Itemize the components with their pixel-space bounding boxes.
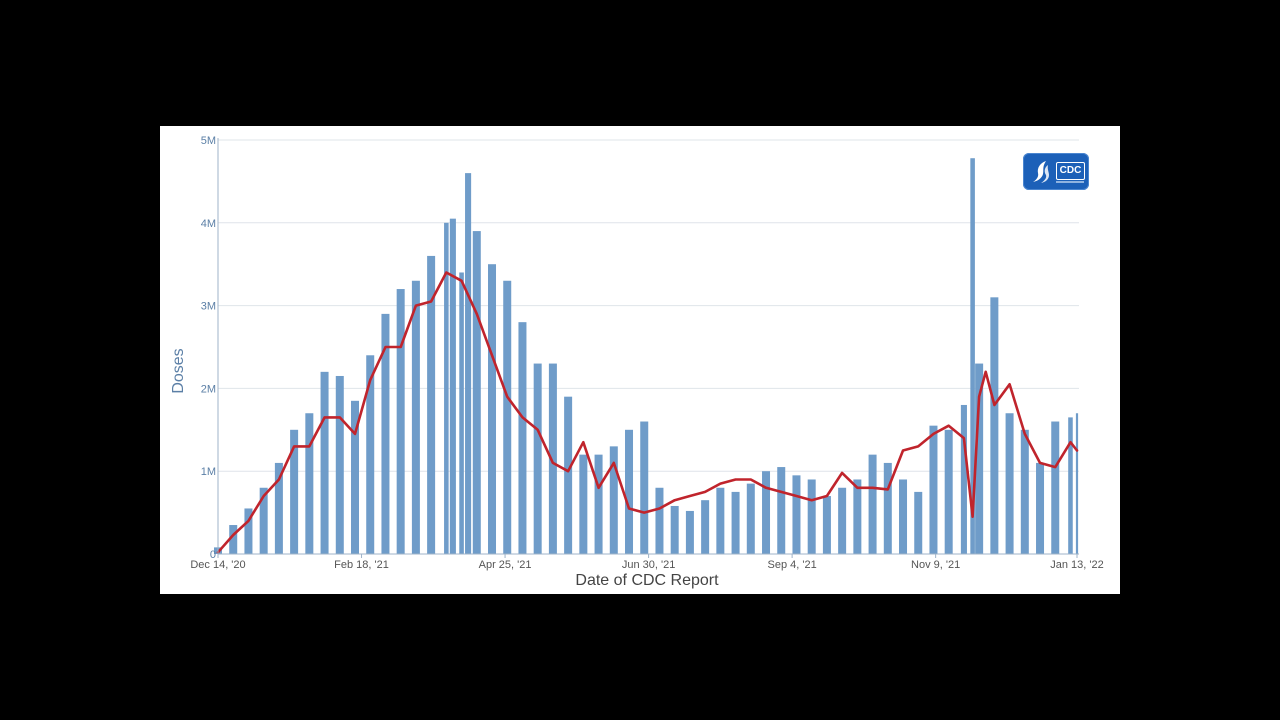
- dose-bar: [777, 467, 786, 554]
- dose-bar: [746, 483, 755, 554]
- dose-bar: [335, 375, 344, 554]
- chart-panel: 0 1M 2M 3M 4M 5M Dec 14, '20 Feb 18, '21 Apr 25,…: [160, 126, 1120, 594]
- dose-bar: [351, 400, 360, 554]
- dose-bar: [731, 491, 740, 554]
- y-tick-label: 5M: [201, 135, 216, 147]
- dose-bar: [1036, 462, 1045, 554]
- dose-bar: [670, 505, 679, 554]
- dose-bar: [411, 280, 420, 554]
- y-tick-label: 2M: [201, 383, 216, 395]
- dose-bar: [914, 491, 923, 554]
- grid-lines: [218, 139, 1079, 472]
- x-tick-label: Jun 30, '21: [622, 559, 675, 571]
- dose-bar: [366, 355, 375, 554]
- dose-bar: [1020, 429, 1029, 554]
- dose-bar: [244, 508, 253, 554]
- dose-bar: [655, 487, 664, 554]
- hhs-eagle-icon: [1033, 161, 1049, 183]
- moving-average-series: [216, 271, 1079, 554]
- y-axis-title: Doses: [170, 348, 187, 393]
- dose-bar: [564, 396, 573, 554]
- cdc-logo-underline: [1056, 181, 1084, 183]
- dose-bar: [396, 289, 405, 554]
- dose-bar: [899, 479, 908, 554]
- x-axis-title: Date of CDC Report: [575, 572, 719, 589]
- x-tick-label: Nov 9, '21: [911, 559, 960, 571]
- dose-bar: [883, 462, 892, 554]
- dose-bar: [807, 479, 816, 554]
- dose-bar: [274, 462, 283, 554]
- dose-bar: [229, 525, 238, 554]
- dose-bar: [488, 264, 497, 554]
- dose-bar: [259, 487, 268, 554]
- x-tick-label: Apr 25, '21: [479, 559, 532, 571]
- x-tick-label: Feb 18, '21: [334, 559, 389, 571]
- dose-bar: [472, 231, 481, 554]
- dose-bar: [792, 475, 801, 554]
- vaccine-doses-chart: 0 1M 2M 3M 4M 5M Dec 14, '20 Feb 18, '21 Apr 25,…: [170, 135, 1104, 589]
- dose-bar: [594, 454, 603, 554]
- y-tick-label: 3M: [201, 301, 216, 313]
- dose-bar: [579, 454, 588, 554]
- dose-bar: [1068, 417, 1073, 554]
- dose-bar: [625, 429, 634, 554]
- y-tick-label: 1M: [201, 466, 216, 478]
- dose-bar: [929, 425, 938, 554]
- dose-bar: [290, 429, 299, 554]
- axes: 0 1M 2M 3M 4M 5M Dec 14, '20 Feb 18, '21 Apr 25,…: [190, 135, 1103, 571]
- dose-bar: [609, 446, 618, 554]
- dose-bar: [960, 404, 967, 554]
- dose-bar: [685, 510, 694, 554]
- dose-bar: [701, 500, 710, 554]
- dose-bar: [1075, 413, 1079, 554]
- dose-bar: [838, 487, 847, 554]
- dose-bar: [381, 313, 390, 554]
- dose-bar: [449, 218, 456, 554]
- dose-bar: [305, 413, 314, 554]
- x-tick-label: Sep 4, '21: [768, 559, 817, 571]
- dose-bar: [970, 158, 975, 554]
- dose-bar: [640, 421, 649, 554]
- dose-bar: [868, 454, 877, 554]
- dose-bar: [459, 272, 464, 554]
- dose-bar: [944, 429, 953, 554]
- seven-day-average-line: [216, 271, 1079, 554]
- y-tick-label: 4M: [201, 218, 216, 230]
- dose-bar: [465, 173, 472, 554]
- dose-bar: [444, 222, 449, 555]
- bar-series: [214, 158, 1079, 555]
- y-tick-label: 0: [210, 549, 216, 561]
- dose-bar: [503, 280, 512, 554]
- dose-bar: [990, 297, 999, 554]
- x-tick-label: Jan 13, '22: [1050, 559, 1103, 571]
- dose-bar: [1051, 421, 1060, 554]
- dose-bar: [716, 487, 725, 554]
- dose-bar: [548, 363, 557, 554]
- dose-bar: [975, 363, 984, 554]
- dose-bar: [762, 471, 771, 554]
- cdc-logo: CDC: [1023, 153, 1089, 190]
- dose-bar: [853, 479, 862, 554]
- dose-bar: [1005, 413, 1014, 554]
- dose-bar: [427, 255, 436, 555]
- dose-bar: [533, 363, 542, 554]
- dose-bar: [518, 322, 527, 554]
- dose-bar: [320, 371, 329, 554]
- x-tick-label: Dec 14, '20: [190, 559, 245, 571]
- cdc-logo-text: CDC: [1056, 162, 1085, 180]
- dose-bar: [822, 496, 831, 554]
